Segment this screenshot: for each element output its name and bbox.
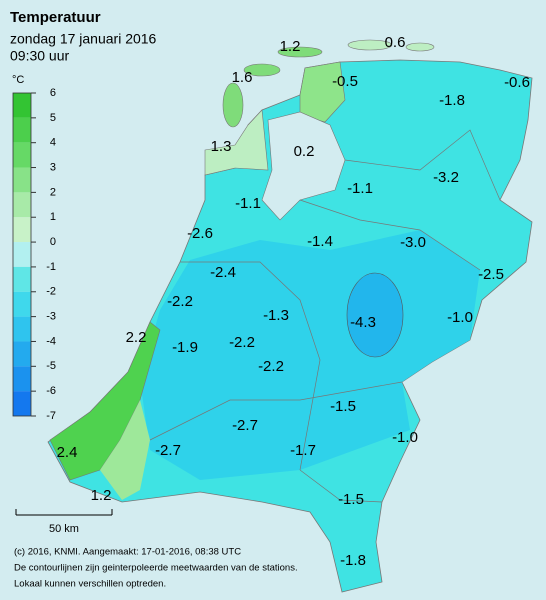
station-value: -1.8 xyxy=(439,92,465,109)
station-value: 1.3 xyxy=(211,138,232,155)
legend-swatch xyxy=(13,391,31,416)
legend-frame xyxy=(12,92,32,417)
station-value: -2.7 xyxy=(232,417,258,434)
legend-swatch xyxy=(13,266,31,292)
date: zondag 17 januari 2016 xyxy=(10,31,157,47)
legend-swatch xyxy=(13,341,31,367)
legend-unit: °C xyxy=(12,74,24,86)
border xyxy=(344,129,501,201)
border xyxy=(299,469,383,503)
legend-swatch xyxy=(13,366,31,392)
border xyxy=(299,199,481,271)
footer-line: Lokaal kunnen verschillen optreden. xyxy=(14,579,166,590)
station-value: 0.2 xyxy=(294,143,315,160)
station-value: -1.5 xyxy=(338,491,364,508)
lake xyxy=(261,111,346,221)
legend-label: -5 xyxy=(46,360,56,372)
scale-label: 50 km xyxy=(49,523,79,535)
legend-label: -6 xyxy=(46,385,56,397)
time: 09:30 uur xyxy=(10,48,69,64)
station-value: -1.4 xyxy=(307,233,333,250)
island xyxy=(243,63,281,77)
station-value: -1.7 xyxy=(290,442,316,459)
island xyxy=(347,39,393,51)
station-value: -1.0 xyxy=(447,309,473,326)
station-value: -3.0 xyxy=(400,234,426,251)
station-value: -1.9 xyxy=(172,339,198,356)
station-value: -2.2 xyxy=(258,358,284,375)
station-value: 0.6 xyxy=(385,34,406,51)
legend-label: 0 xyxy=(50,236,56,248)
station-value: -1.0 xyxy=(392,429,418,446)
station-value: -1.8 xyxy=(340,552,366,569)
legend-swatch xyxy=(13,316,31,342)
legend-swatch xyxy=(13,142,31,168)
legend-swatch xyxy=(13,217,31,243)
border xyxy=(180,261,321,471)
station-value: 2.4 xyxy=(57,444,78,461)
station-value: -0.6 xyxy=(504,74,530,91)
legend-label: 3 xyxy=(50,161,56,173)
station-value: -3.2 xyxy=(433,169,459,186)
island xyxy=(277,46,323,58)
station-value: 1.6 xyxy=(232,69,253,86)
title: Temperatuur xyxy=(10,9,101,26)
border xyxy=(149,381,403,441)
legend-label: 5 xyxy=(50,112,56,124)
legend-swatch xyxy=(13,93,31,118)
legend-label: 2 xyxy=(50,186,56,198)
station-value: 1.2 xyxy=(280,38,301,55)
warm-zone xyxy=(100,400,150,500)
legend-swatch xyxy=(13,117,31,143)
station-value: -1.5 xyxy=(330,398,356,415)
warm-zone xyxy=(49,321,161,481)
station-value: -2.7 xyxy=(155,442,181,459)
station-value: -1.3 xyxy=(263,307,289,324)
legend-label: 6 xyxy=(50,87,56,99)
station-value: -1.1 xyxy=(347,180,373,197)
legend-swatch xyxy=(13,167,31,193)
island xyxy=(405,42,435,52)
island xyxy=(222,82,244,128)
footer-line: De contourlijnen zijn geinterpoleerde me… xyxy=(14,563,298,574)
station-value: -1.1 xyxy=(235,195,261,212)
legend-label: -3 xyxy=(46,311,56,323)
station-value: -2.5 xyxy=(478,266,504,283)
station-value: -2.2 xyxy=(167,293,193,310)
legend-label: -1 xyxy=(46,261,56,273)
cold-core xyxy=(346,272,404,358)
station-value: -0.5 xyxy=(332,73,358,90)
station-value: -2.2 xyxy=(229,334,255,351)
legend-label: -2 xyxy=(46,286,56,298)
legend-swatch xyxy=(13,242,31,267)
footer-line: (c) 2016, KNMI. Aangemaakt: 17-01-2016, … xyxy=(14,547,241,558)
legend-label: 4 xyxy=(50,137,56,149)
station-value: -2.6 xyxy=(187,225,213,242)
station-value: -4.3 xyxy=(350,314,376,331)
legend-swatch xyxy=(13,291,31,317)
legend-label: 1 xyxy=(50,211,56,223)
station-value: -2.4 xyxy=(210,264,236,281)
station-value: 2.2 xyxy=(126,329,147,346)
legend-swatch xyxy=(13,192,31,218)
legend-label: -7 xyxy=(46,410,56,422)
legend-label: -4 xyxy=(46,335,56,347)
warm-zone xyxy=(204,109,269,176)
station-value: 1.2 xyxy=(91,487,112,504)
